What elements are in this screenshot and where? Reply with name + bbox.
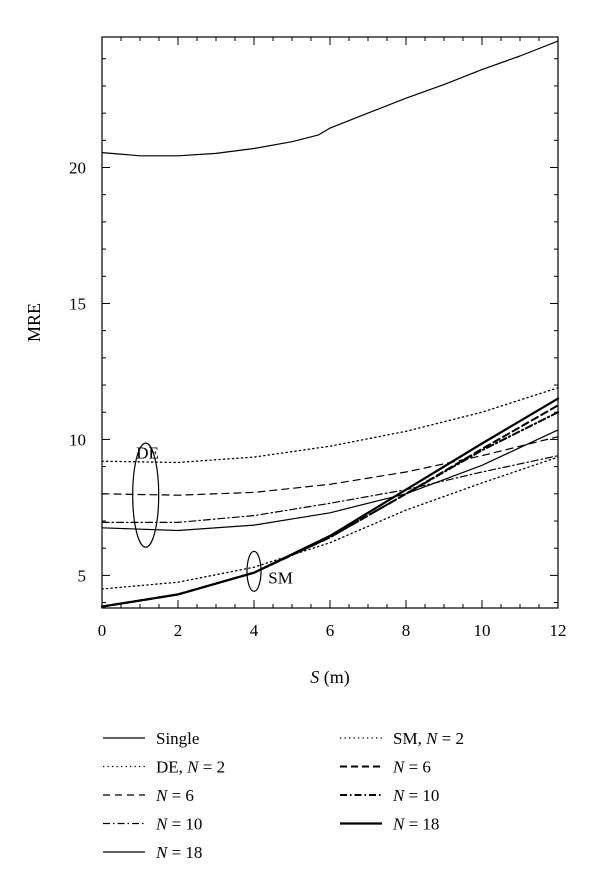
legend-label: Single [156,729,199,748]
x-tick-label: 12 [550,621,567,640]
series-line-1 [101,387,559,464]
series-line-6 [101,404,559,608]
x-axis-unit: (m) [319,667,350,688]
x-axis-title: S (m) [310,667,350,688]
legend-label-value: = 2 [199,758,226,777]
x-tick-label: 4 [250,621,259,640]
legend-label-var: N [392,815,406,834]
legend-label-value: = 18 [167,843,202,862]
series-line-3 [101,455,559,524]
series-line-4 [101,429,559,532]
x-tick-label: 6 [326,621,335,640]
legend-label-value: = 6 [167,786,194,805]
legend-label-value: = 18 [404,815,439,834]
legend-label-var: N [186,758,200,777]
legend-label-var: N [392,758,406,777]
series-group [100,40,560,608]
legend-label-value: = 2 [437,729,464,748]
series-line-8 [100,397,560,608]
annotation-label: DE [136,443,159,462]
plot-area: 0 2 4 6 8 10 12 5 10 15 20 S (m) MRE [24,36,567,688]
legend-label: N = 10 [392,786,439,805]
x-tick-label: 8 [402,621,411,640]
legend-label-var: N [425,729,439,748]
legend-label-var: N [392,786,406,805]
legend-label: SM, N = 2 [393,729,464,748]
legend-label-var: N [155,815,169,834]
y-tick-label: 10 [69,430,86,449]
annotation-label: SM [268,569,293,588]
legend-label: N = 18 [155,843,202,862]
legend-label: DE, N = 2 [156,758,225,777]
legend-label: N = 6 [392,758,431,777]
series-line-5 [101,456,559,590]
y-axis-title: MRE [24,303,44,342]
x-tick-label: 0 [98,621,107,640]
de-group-ellipse [132,442,160,548]
legend-label-prefix: Single [156,729,199,748]
legend-label: N = 6 [155,786,194,805]
series-line-0 [101,40,559,157]
legend-label-var: N [155,786,169,805]
x-tick-label: 2 [174,621,183,640]
x-axis-var: S [310,667,319,687]
legend-label: N = 10 [155,815,202,834]
y-tick-label: 20 [69,159,86,178]
y-tick-label: 15 [69,294,86,313]
legend-label-prefix: DE, [156,758,187,777]
legend-label: N = 18 [392,815,439,834]
sm-group-ellipse [246,550,262,592]
legend-label-prefix: SM, [393,729,426,748]
annotations: DE SM [132,442,293,592]
series-line-2 [101,436,559,496]
legend-label-value: = 10 [404,786,439,805]
legend-label-var: N [155,843,169,862]
legend-label-value: = 10 [167,815,202,834]
y-tick-label: 5 [78,566,87,585]
series-line-7 [101,411,559,608]
x-tick-label: 10 [474,621,491,640]
legend-label-value: = 6 [404,758,431,777]
